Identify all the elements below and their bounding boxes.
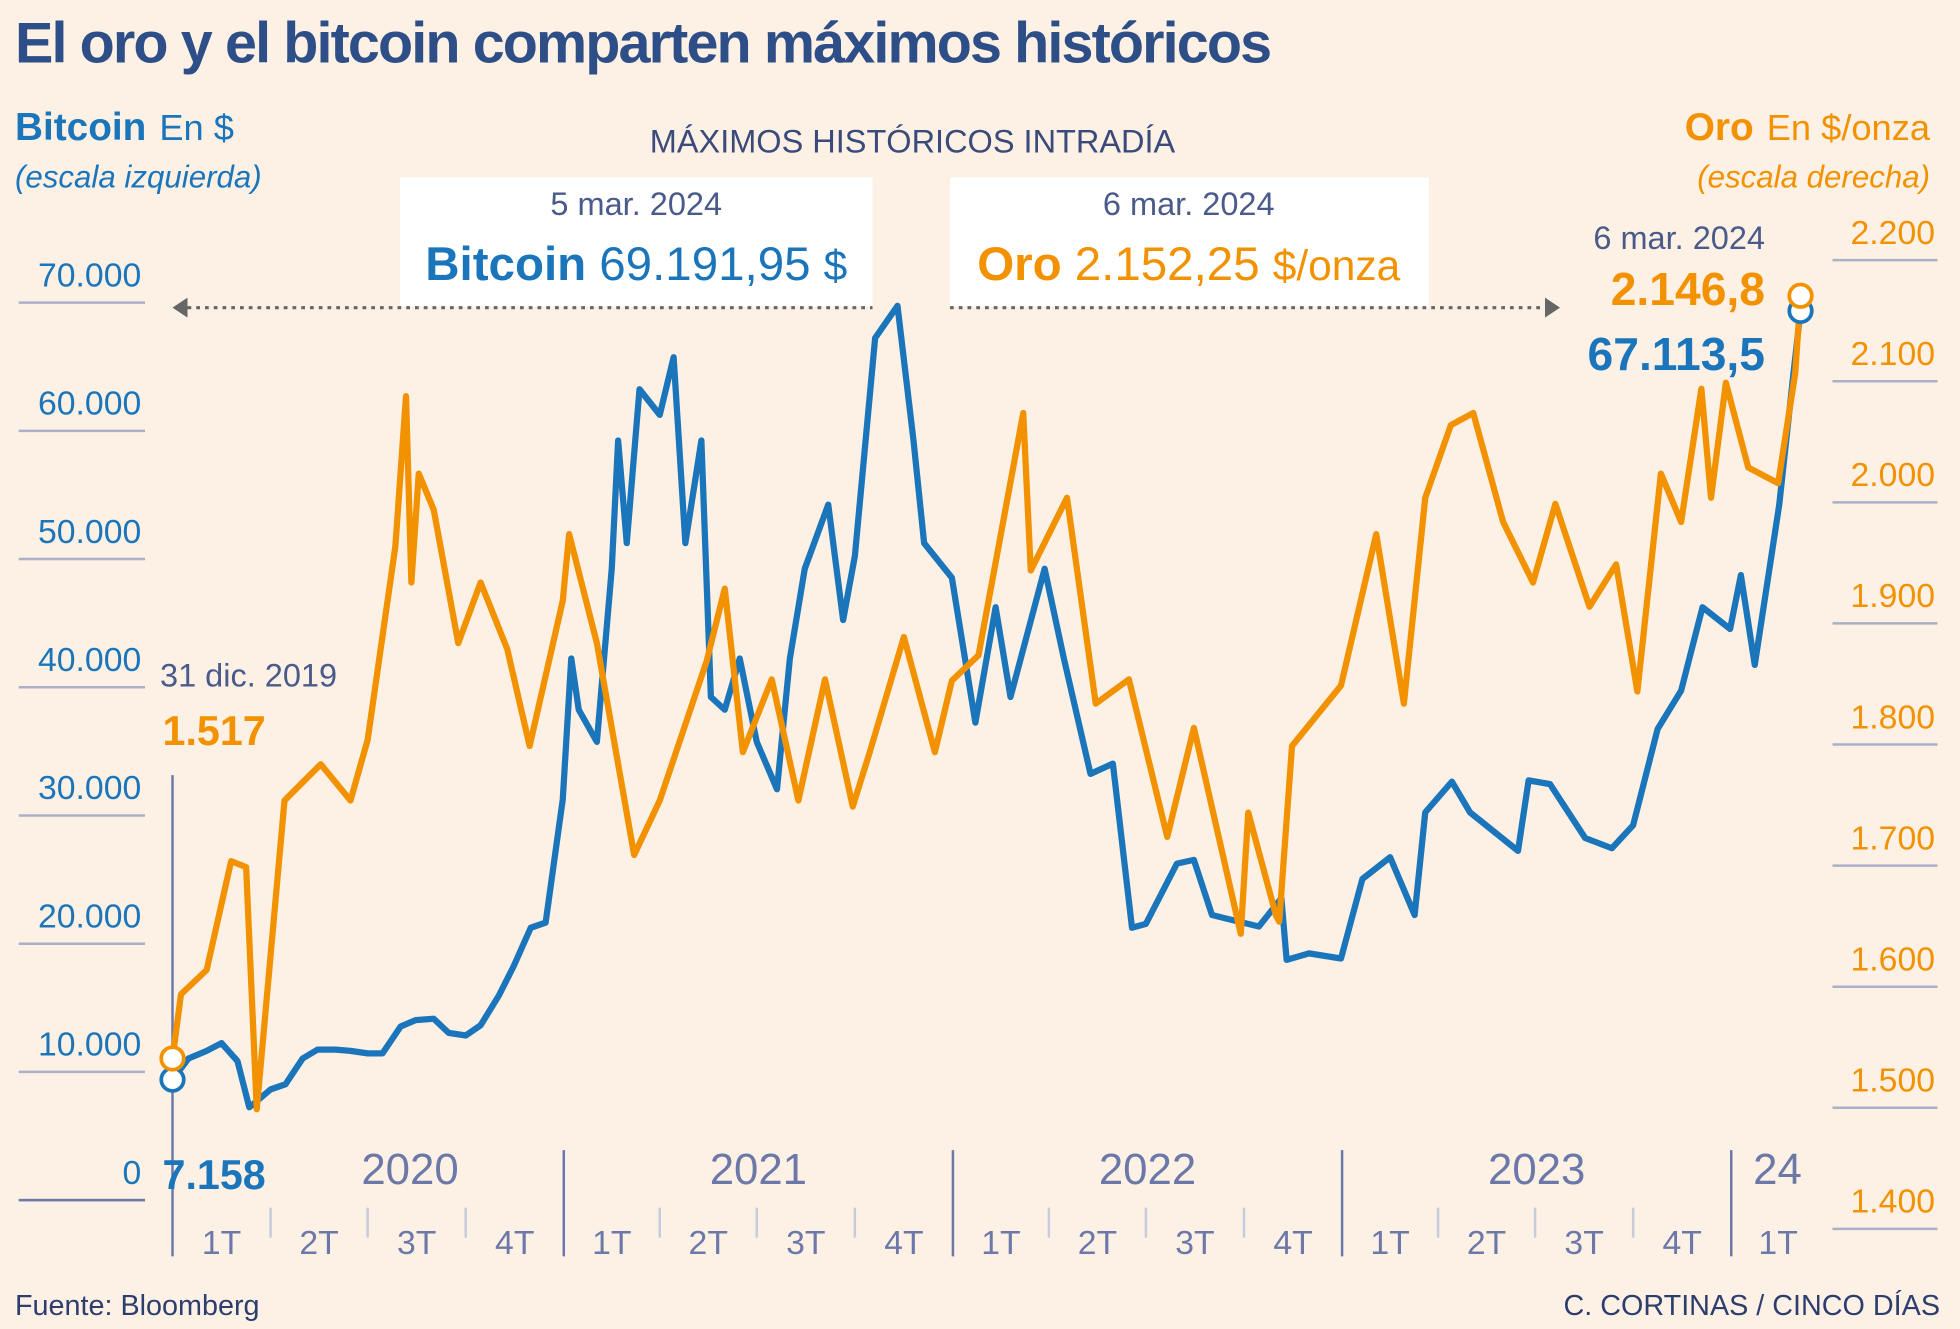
quarter-label: 4T (1663, 1224, 1702, 1262)
right-arrowhead-icon (1545, 297, 1560, 318)
right-tick-label: 2.200 (1851, 214, 1935, 252)
bitcoin-line (170, 302, 1804, 1111)
year-label: 2023 (1488, 1145, 1585, 1194)
year-label: 2020 (361, 1145, 458, 1194)
left-tick-label: 20.000 (38, 897, 141, 935)
right-legend-name: Oro (1685, 106, 1754, 149)
right-legend: Oro En $/onza (1685, 106, 1931, 149)
quarter-label: 4T (1273, 1224, 1312, 1262)
quarter-label: 3T (1175, 1224, 1214, 1262)
end-date-label: 6 mar. 2024 (1593, 220, 1765, 256)
gold-high-unit: $/onza (1273, 243, 1401, 290)
right-tick-label: 1.900 (1851, 577, 1935, 615)
end-gold-label: 2.146,8 (1611, 263, 1765, 315)
left-tick-label: 0 (122, 1154, 141, 1192)
footer-credit: C. CORTINAS / CINCO DÍAS (1564, 1289, 1940, 1322)
left-legend: Bitcoin En $ (15, 106, 234, 149)
start-gold-label: 1.517 (163, 708, 266, 754)
quarter-label: 2T (689, 1224, 728, 1262)
chart-title: El oro y el bitcoin comparten máximos hi… (15, 12, 1270, 76)
left-tick-label: 10.000 (38, 1026, 141, 1064)
bitcoin-high-name: Bitcoin (425, 238, 586, 291)
quarter-label: 1T (981, 1224, 1020, 1262)
gold-high-box (950, 177, 1429, 307)
quarter-label: 1T (592, 1224, 631, 1262)
bitcoin-high-number: 69.191,95 (599, 238, 810, 291)
gold-high-date: 6 mar. 2024 (1103, 186, 1275, 222)
right-tick-label: 1.700 (1851, 819, 1935, 857)
right-legend-note: (escala derecha) (1697, 160, 1930, 195)
left-tick-label: 40.000 (38, 641, 141, 679)
left-axis: 0 10.000 20.000 30.000 40.000 50.000 60.000 70.… (18, 256, 145, 1202)
left-tick-label: 50.000 (38, 513, 141, 551)
bitcoin-high-box (400, 177, 873, 307)
gold-high-number: 2.152,25 (1075, 238, 1260, 291)
left-tick-label: 70.000 (38, 256, 141, 294)
quarter-label: 1T (202, 1224, 241, 1262)
right-axis: 1.400 1.500 1.600 1.700 1.800 1.900 2.000 2.100… (1832, 214, 1938, 1231)
right-tick-label: 2.000 (1851, 456, 1935, 494)
start-date-label: 31 dic. 2019 (160, 657, 337, 693)
bitcoin-high-value: Bitcoin 69.191,95 $ (425, 238, 847, 291)
quarter-label: 1T (1370, 1224, 1409, 1262)
footer-source: Fuente: Bloomberg (15, 1290, 260, 1322)
bitcoin-high-unit: $ (824, 243, 848, 290)
bitcoin-start-marker (159, 1066, 186, 1093)
quarter-label: 3T (1564, 1224, 1603, 1262)
gold-high-value: Oro 2.152,25 $/onza (977, 238, 1400, 291)
gold-line (169, 295, 1804, 1113)
quarter-label: 4T (495, 1224, 534, 1262)
x-axis: 1T 2T 3T 4T 1T 2T 3T 4T 1T 2T 3T 4T 1T 2T 3T 4T 1T 2020 20… (18, 1145, 1802, 1262)
right-tick-label: 1.400 (1851, 1183, 1935, 1221)
gold-end-marker (1787, 282, 1814, 309)
quarter-label: 2T (1078, 1224, 1117, 1262)
quarter-label: 1T (1758, 1224, 1797, 1262)
gold-start-marker (159, 1045, 186, 1072)
gold-high-name: Oro (977, 238, 1061, 291)
left-tick-label: 60.000 (38, 385, 141, 423)
left-legend-unit: En $ (159, 107, 234, 148)
right-tick-label: 1.800 (1851, 698, 1935, 736)
start-bitcoin-label: 7.158 (163, 1152, 266, 1198)
end-bitcoin-label: 67.113,5 (1588, 328, 1765, 380)
left-arrowhead-icon (172, 297, 188, 318)
right-tick-label: 1.600 (1851, 940, 1935, 978)
left-tick-label: 30.000 (38, 769, 141, 807)
quarter-label: 3T (397, 1224, 436, 1262)
left-legend-note: (escala izquierda) (15, 160, 262, 195)
quarter-label: 4T (884, 1224, 923, 1262)
year-label: 24 (1753, 1145, 1802, 1194)
series-group (159, 282, 1814, 1113)
left-legend-name: Bitcoin (15, 106, 146, 149)
year-label: 2021 (710, 1145, 807, 1194)
quarter-label: 2T (299, 1224, 338, 1262)
bitcoin-high-date: 5 mar. 2024 (550, 186, 722, 222)
right-tick-label: 2.100 (1851, 335, 1935, 373)
quarter-label: 2T (1467, 1224, 1506, 1262)
right-legend-unit: En $/onza (1767, 107, 1931, 148)
year-label: 2022 (1099, 1145, 1196, 1194)
right-tick-label: 1.500 (1851, 1062, 1935, 1100)
highs-heading: MÁXIMOS HISTÓRICOS INTRADÍA (650, 123, 1176, 160)
quarter-label: 3T (786, 1224, 825, 1262)
